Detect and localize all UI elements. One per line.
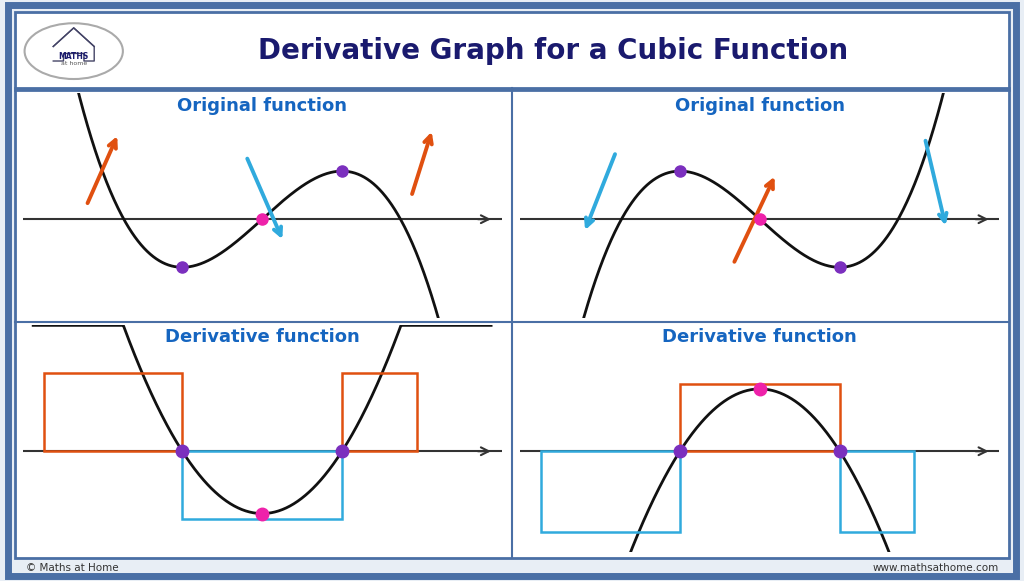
Text: MATHS: MATHS — [58, 52, 89, 62]
Text: at home: at home — [60, 62, 87, 66]
Text: © Maths at Home: © Maths at Home — [26, 563, 118, 573]
Bar — [44, 373, 182, 451]
Text: Original function: Original function — [675, 98, 845, 116]
Text: Derivative function: Derivative function — [663, 328, 857, 346]
Text: Derivative function: Derivative function — [165, 328, 359, 346]
Bar — [542, 451, 680, 532]
Bar — [680, 384, 840, 451]
Bar — [182, 451, 342, 519]
Circle shape — [25, 23, 123, 79]
FancyBboxPatch shape — [8, 5, 1016, 576]
Bar — [15, 88, 1009, 558]
Bar — [840, 451, 914, 532]
Text: www.mathsathome.com: www.mathsathome.com — [872, 563, 998, 573]
Bar — [342, 373, 417, 451]
Text: Original function: Original function — [177, 98, 347, 116]
Bar — [15, 12, 1009, 90]
Bar — [15, 12, 1009, 90]
Text: Derivative Graph for a Cubic Function: Derivative Graph for a Cubic Function — [258, 37, 848, 65]
